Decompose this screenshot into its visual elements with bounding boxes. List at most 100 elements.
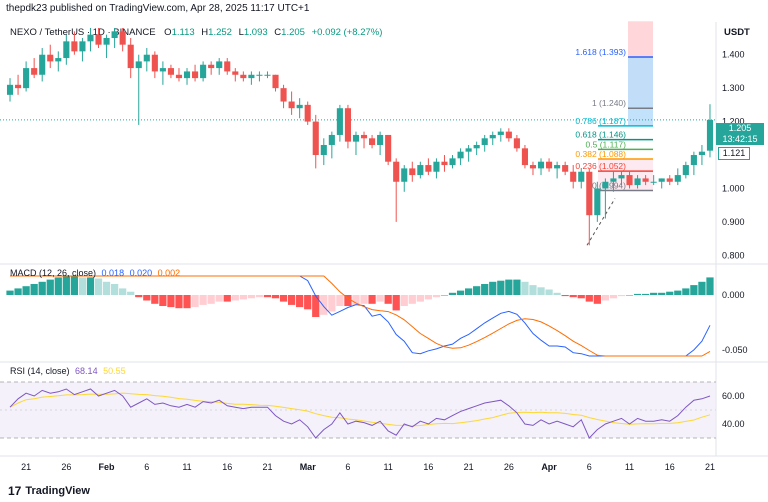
candle-body — [481, 138, 488, 145]
high-label: H — [201, 27, 209, 38]
candle-body — [698, 151, 705, 156]
macd-histogram-bar — [14, 288, 22, 295]
macd-tick-label: -0.050 — [722, 345, 748, 355]
ref-price-tag: 1.121 — [718, 147, 750, 160]
macd-histogram-bar — [70, 276, 79, 295]
candle-body — [127, 44, 134, 69]
candle-body — [570, 171, 577, 182]
fib-level-label: 0.236 (1.052) — [575, 161, 626, 171]
macd-signal-value: 0.020 — [129, 268, 153, 278]
fib-level-label: 1 (1.240) — [592, 98, 626, 108]
rsi-tick-label: 40.00 — [722, 419, 745, 429]
tradingview-brand: TradingView — [25, 485, 90, 497]
last-price-tag: 1.205 13:42:15 — [716, 123, 764, 145]
macd-histogram-bar — [22, 286, 30, 295]
macd-histogram-bar — [593, 295, 601, 304]
macd-histogram-bar — [239, 295, 247, 300]
macd-histogram-bar — [312, 295, 320, 317]
rsi-line — [9, 388, 711, 439]
macd-histogram-bar — [336, 295, 344, 306]
macd-histogram-bar — [408, 295, 416, 304]
macd-histogram-bar — [231, 295, 239, 301]
macd-histogram-bar — [690, 285, 698, 295]
candle-body — [288, 101, 295, 109]
macd-histogram-bar — [650, 292, 658, 295]
time-tick-label: Apr — [541, 462, 557, 472]
macd-histogram-bar — [489, 281, 497, 295]
macd-histogram-bar — [119, 288, 127, 295]
candle-body — [79, 41, 86, 52]
candle-body — [135, 61, 142, 69]
candle-body — [264, 74, 271, 76]
macd-histogram-bar — [456, 290, 465, 295]
candle-body — [674, 175, 681, 182]
price-tick-label: 1.000 — [722, 183, 745, 193]
fib-level-label: 0.5 (1.117) — [586, 139, 627, 149]
candle-body — [610, 178, 617, 182]
fib-extension-zone-blue — [628, 57, 653, 126]
candle-body — [31, 68, 38, 75]
macd-histogram-bar — [167, 295, 175, 308]
macd-histogram-bar — [432, 295, 441, 298]
macd-histogram-bar — [344, 295, 352, 306]
symbol-label[interactable]: NEXO / TetherUS · 1D · BINANCE — [10, 27, 156, 38]
candle-body — [578, 171, 585, 182]
rsi-band — [0, 382, 716, 438]
fib-level-label: 0.786 (1.187) — [575, 116, 626, 126]
low-value: 1.093 — [243, 27, 268, 38]
candle-body — [690, 155, 697, 166]
candle-body — [658, 178, 665, 182]
candle-body — [200, 64, 207, 79]
candle-body — [417, 165, 424, 176]
candle-body — [393, 161, 400, 182]
candle-body — [369, 138, 376, 145]
macd-histogram-bar — [110, 284, 119, 295]
price-tick-label: 1.300 — [722, 83, 745, 93]
candle-body — [489, 134, 496, 139]
rsi-legend: RSI (14, close) 68.14 50.55 — [10, 366, 126, 376]
macd-histogram-bar — [78, 277, 87, 295]
candle-body — [457, 151, 464, 159]
candle-body — [71, 41, 78, 52]
candle-body — [328, 134, 335, 145]
candle-body — [385, 134, 392, 162]
time-tick-label: 11 — [182, 462, 191, 472]
price-tick-label: 0.900 — [722, 217, 745, 227]
macd-histogram-bar — [62, 276, 70, 295]
candle-body — [650, 181, 657, 183]
macd-histogram-bar — [263, 295, 272, 298]
candle-body — [280, 88, 287, 102]
time-tick-label: Feb — [99, 462, 116, 472]
macd-histogram-bar — [521, 281, 529, 295]
macd-histogram-bar — [247, 295, 256, 299]
macd-histogram-bar — [279, 295, 288, 302]
macd-histogram-bar — [698, 281, 706, 295]
macd-histogram-bar — [682, 288, 690, 295]
time-tick-label: 11 — [625, 462, 634, 472]
candle-body — [304, 104, 311, 122]
price-tick-label: 1.200 — [722, 117, 745, 127]
candle-body — [634, 178, 641, 186]
macd-histogram-bar — [497, 280, 505, 295]
candle-body — [296, 104, 303, 109]
candle-body — [537, 161, 545, 169]
tradingview-logo[interactable]: 17 TradingView — [8, 484, 90, 498]
candle-body — [216, 61, 223, 69]
macd-histogram-bar — [191, 295, 199, 308]
candle-body — [618, 175, 625, 179]
currency-label[interactable]: USDT — [724, 27, 750, 38]
candle-body — [15, 84, 22, 89]
macd-histogram-bar — [360, 295, 368, 304]
fib-level-label: 0 (0.994) — [592, 180, 626, 190]
candle-body — [682, 165, 689, 176]
macd-histogram-bar — [577, 295, 585, 299]
macd-title[interactable]: MACD (12, 26, close) — [10, 268, 97, 278]
candle-body — [232, 71, 239, 75]
rsi-title[interactable]: RSI (14, close) — [10, 366, 70, 376]
candle-body — [513, 138, 520, 149]
time-tick-label: 6 — [587, 462, 592, 472]
time-tick-label: 16 — [423, 462, 433, 472]
macd-histogram-bar — [674, 290, 682, 295]
candle-body — [642, 178, 649, 182]
